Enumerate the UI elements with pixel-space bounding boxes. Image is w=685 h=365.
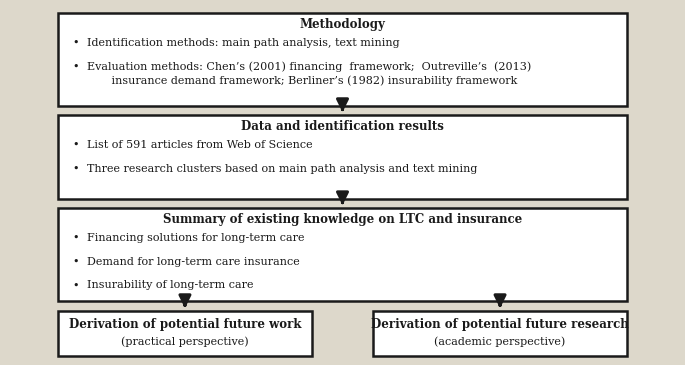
Text: •: •	[72, 280, 78, 290]
Text: Financing solutions for long-term care: Financing solutions for long-term care	[87, 233, 305, 243]
Text: •: •	[72, 164, 78, 173]
Text: Data and identification results: Data and identification results	[241, 120, 444, 133]
Text: Three research clusters based on main path analysis and text mining: Three research clusters based on main pa…	[87, 164, 477, 173]
Text: •: •	[72, 233, 78, 243]
Bar	[58, 115, 627, 199]
Text: Methodology: Methodology	[299, 18, 386, 31]
Bar	[58, 13, 627, 106]
Text: •: •	[72, 140, 78, 150]
Text: Summary of existing knowledge on LTC and insurance: Summary of existing knowledge on LTC and…	[163, 213, 522, 226]
Text: •: •	[72, 38, 78, 47]
Text: Derivation of potential future research: Derivation of potential future research	[371, 318, 629, 331]
Bar	[373, 311, 627, 356]
Text: Derivation of potential future work: Derivation of potential future work	[68, 318, 301, 331]
Bar	[58, 311, 312, 356]
Text: •: •	[72, 61, 78, 71]
Text: (academic perspective): (academic perspective)	[434, 337, 566, 347]
Text: Evaluation methods: Chen’s (2001) financing  framework;  Outreville’s  (2013)
  : Evaluation methods: Chen’s (2001) financ…	[87, 61, 532, 86]
Text: Identification methods: main path analysis, text mining: Identification methods: main path analys…	[87, 38, 399, 47]
Text: •: •	[72, 257, 78, 266]
Text: List of 591 articles from Web of Science: List of 591 articles from Web of Science	[87, 140, 312, 150]
Text: Demand for long-term care insurance: Demand for long-term care insurance	[87, 257, 300, 266]
Text: Insurability of long-term care: Insurability of long-term care	[87, 280, 253, 290]
Text: (practical perspective): (practical perspective)	[121, 337, 249, 347]
Bar	[58, 208, 627, 301]
